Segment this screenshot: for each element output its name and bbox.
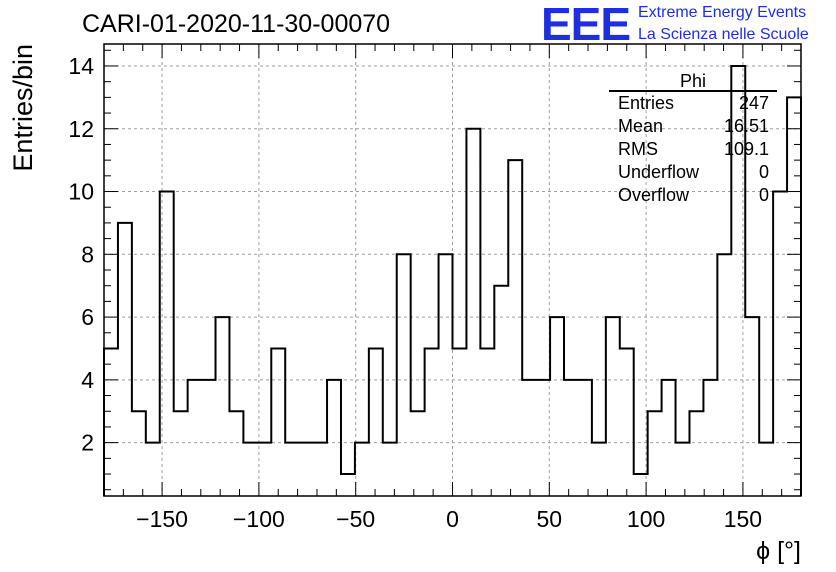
- histogram-bin: [257, 443, 271, 496]
- x-tick-label: −150: [136, 506, 188, 532]
- y-tick-label: 12: [68, 116, 94, 142]
- y-tick-label: 14: [68, 53, 94, 79]
- x-axis-title: ϕ [°]: [756, 537, 801, 565]
- stats-value: 109.1: [723, 139, 769, 159]
- stats-row-underflow: Underflow 0: [618, 162, 769, 185]
- histogram-outline: [103, 64, 802, 496]
- histogram-bin: [216, 317, 230, 496]
- histogram-bin: [717, 254, 731, 496]
- histogram-bin: [773, 192, 787, 496]
- histogram-bin: [634, 474, 648, 496]
- histogram-bin: [132, 411, 146, 496]
- histogram-bin: [522, 380, 536, 496]
- histogram-bin: [383, 443, 397, 496]
- x-tick-label: 50: [537, 506, 563, 532]
- histogram-bin: [439, 254, 453, 496]
- stats-row-overflow: Overflow 0: [618, 185, 769, 208]
- histogram-bin: [787, 97, 801, 496]
- histogram-bin: [271, 348, 285, 496]
- stats-label: Underflow: [618, 162, 700, 182]
- stats-value: 0: [758, 162, 769, 182]
- histogram-bin: [411, 411, 425, 496]
- chart-title: CARI-01-2020-11-30-00070: [82, 10, 391, 38]
- histogram-bin: [355, 443, 369, 496]
- histogram-bin: [564, 380, 578, 496]
- histogram-bin: [648, 411, 662, 496]
- stats-row-mean: Mean 16.51: [618, 116, 769, 139]
- x-tick-label: 0: [446, 506, 459, 532]
- stats-box-divider: [609, 90, 777, 92]
- stats-row-rms: RMS 109.1: [618, 139, 769, 162]
- x-tick-label: 100: [627, 506, 665, 532]
- histogram-bin: [229, 411, 243, 496]
- histogram-bin: [536, 380, 550, 496]
- y-axis-title: Entries/bin: [8, 44, 38, 172]
- stats-label: Mean: [618, 116, 664, 136]
- x-tick-label: −50: [336, 506, 375, 532]
- histogram-bin: [285, 443, 299, 496]
- stats-label: Entries: [618, 93, 675, 113]
- x-tick-label: −100: [233, 506, 285, 532]
- y-tick-label: 10: [68, 179, 94, 205]
- stats-value: 0: [758, 185, 769, 205]
- histogram-bin: [146, 443, 160, 496]
- histogram-bin: [299, 443, 313, 496]
- histogram-bin: [703, 380, 717, 496]
- stats-label: Overflow: [618, 185, 690, 205]
- histogram-bin: [188, 380, 202, 496]
- histogram-bin: [466, 129, 480, 496]
- histogram-bin: [550, 317, 564, 496]
- logo-line-1: Extreme Energy Events: [638, 4, 807, 21]
- histogram-bin: [327, 380, 341, 496]
- histogram-bin: [592, 443, 606, 496]
- histogram-bin: [425, 348, 439, 496]
- histogram-bin: [759, 443, 773, 496]
- histogram-bin: [620, 348, 634, 496]
- histogram-bin: [578, 380, 592, 496]
- y-tick-label: 2: [81, 430, 94, 456]
- eee-logo-mark: EEE: [541, 0, 631, 50]
- histogram-bin: [174, 411, 188, 496]
- histogram-bin: [397, 254, 411, 496]
- stats-label: RMS: [618, 139, 658, 159]
- histogram-bin: [676, 443, 690, 496]
- histogram-bin: [341, 474, 355, 496]
- y-tick-label: 8: [81, 241, 94, 267]
- histogram-bin: [453, 348, 467, 496]
- histogram-bin: [606, 317, 620, 496]
- x-tick-label: 150: [724, 506, 762, 532]
- stats-value: 16.51: [723, 116, 769, 136]
- y-tick-label: 6: [81, 304, 94, 330]
- histogram-bin: [480, 348, 494, 496]
- histogram-bin: [243, 443, 257, 496]
- histogram-bin: [662, 380, 676, 496]
- y-tick-label: 4: [81, 367, 94, 393]
- histogram-bin: [745, 317, 759, 496]
- histogram-bin: [369, 348, 383, 496]
- histogram-bin: [313, 443, 327, 496]
- stats-value: 247: [738, 93, 769, 113]
- histogram-bin: [508, 160, 522, 496]
- histogram-bin: [689, 411, 703, 496]
- histogram-bin: [202, 380, 216, 496]
- stats-row-entries: Entries 247: [618, 93, 769, 116]
- stats-box-title: Phi: [679, 71, 706, 91]
- histogram-bin: [118, 223, 132, 496]
- logo-line-2: La Scienza nelle Scuole: [638, 26, 809, 43]
